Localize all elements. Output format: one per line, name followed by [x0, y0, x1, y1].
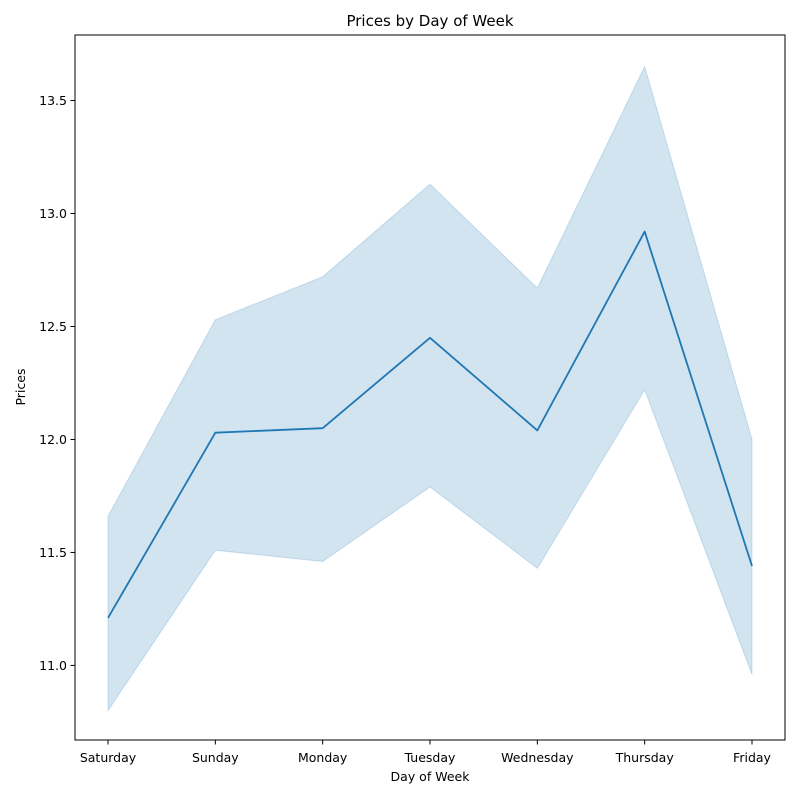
x-tick-label: Saturday: [80, 750, 137, 765]
data-point: [535, 428, 539, 432]
x-tick-label: Sunday: [192, 750, 239, 765]
y-tick-label: 13.0: [39, 206, 67, 221]
data-point: [106, 616, 110, 620]
y-tick-label: 13.5: [39, 93, 67, 108]
series-line: [107, 230, 753, 619]
x-tick-label: Thursday: [615, 750, 675, 765]
data-point: [213, 431, 217, 435]
y-axis-title: Prices: [13, 368, 28, 405]
y-tick-label: 11.5: [39, 545, 67, 560]
confidence-band: [107, 65, 753, 713]
data-point: [321, 426, 325, 430]
series-line-layer: [106, 230, 754, 620]
data-point: [750, 564, 754, 568]
y-tick-label: 12.0: [39, 432, 67, 447]
x-tick-label: Friday: [733, 750, 771, 765]
y-tick-label: 11.0: [39, 658, 67, 673]
x-axis: Saturday Sunday Monday Tuesday Wednesday Thur…: [80, 740, 772, 765]
chart-title: Prices by Day of Week: [346, 12, 513, 30]
x-tick-label: Monday: [298, 750, 348, 765]
data-point: [643, 230, 647, 234]
x-axis-title: Day of Week: [391, 769, 471, 784]
y-axis: 11.0 11.5 12.0 12.5 13.0 13.5: [39, 93, 75, 673]
data-point: [428, 336, 432, 340]
confidence-band-layer: [107, 65, 753, 713]
x-tick-label: Tuesday: [404, 750, 456, 765]
y-tick-label: 12.5: [39, 319, 67, 334]
x-tick-label: Wednesday: [501, 750, 574, 765]
